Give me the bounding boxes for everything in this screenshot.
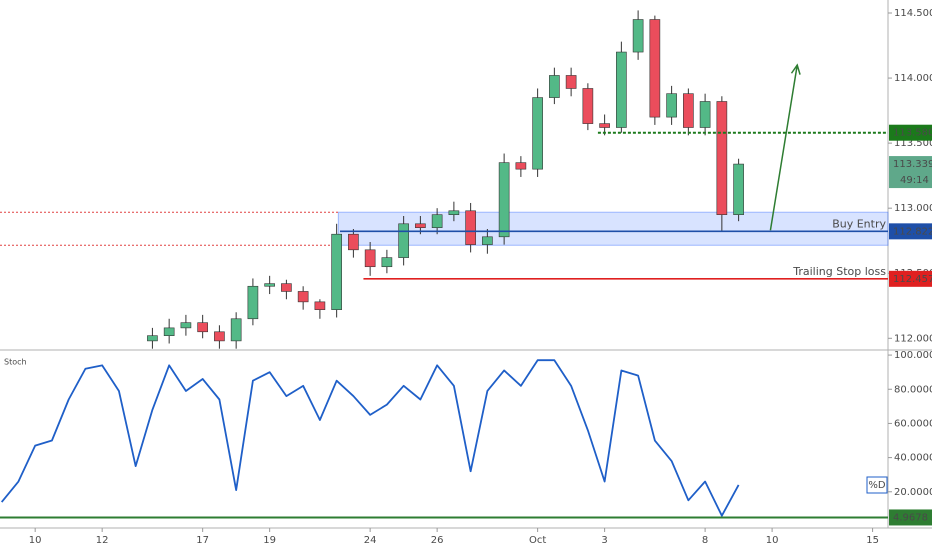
candle-body [348, 233, 359, 251]
candle-body [482, 236, 493, 245]
level-name: Buy Entry [832, 217, 886, 230]
candle-body [632, 19, 644, 53]
last-price: 113.339 [893, 159, 932, 170]
candle-body [699, 101, 711, 128]
x-tick-label: 15 [866, 535, 879, 546]
candle-body [498, 162, 510, 238]
candle-body [180, 322, 192, 329]
candle-body [197, 322, 208, 333]
legend-box [866, 476, 888, 494]
x-tick-label: 10 [29, 535, 42, 546]
candle-body [716, 101, 728, 215]
zone [337, 211, 889, 246]
candle-body [549, 75, 560, 98]
arrow-head [790, 63, 801, 75]
candle-body [230, 318, 242, 342]
arrow [769, 64, 798, 231]
level-label: 112.457 [893, 274, 932, 285]
y-tick-label: 100.0000 [894, 350, 932, 361]
candle-body [582, 88, 594, 124]
candle-body [147, 335, 158, 342]
level-label-box [889, 509, 932, 526]
candle-body [297, 291, 309, 303]
y-tick-label: 40.0000 [894, 453, 932, 464]
level-label: 4.9678 [893, 512, 928, 523]
x-tick-label: Oct [529, 535, 546, 546]
y-tick-label: 113.000 [894, 203, 932, 214]
y-tick-label: 114.500 [894, 8, 932, 19]
candle-body [415, 223, 426, 228]
candle-body [281, 283, 292, 292]
x-tick-label: 8 [702, 535, 708, 546]
y-tick-label: 113.500 [894, 138, 932, 149]
y-tick-label: 60.0000 [894, 418, 932, 429]
candle-body [599, 123, 610, 128]
level-label-box [889, 270, 932, 287]
level-name: Trailing Stop loss [792, 265, 886, 278]
level-label-box [889, 223, 932, 240]
stoch-line [0, 359, 740, 517]
candle-body [431, 214, 443, 228]
y-tick-label: 114.000 [894, 73, 932, 84]
x-tick-label: 26 [431, 535, 444, 546]
candle-body [398, 223, 409, 258]
legend-entry: %D [868, 480, 886, 491]
candle-body [331, 233, 342, 310]
candle-body [314, 301, 326, 310]
candle-body [733, 163, 744, 215]
x-tick-label: 3 [601, 535, 607, 546]
candle-body [381, 257, 393, 268]
countdown: 49:14 [900, 175, 929, 186]
last-price-box [889, 156, 932, 189]
x-tick-label: 10 [766, 535, 779, 546]
candle-body [364, 249, 376, 268]
y-tick-label: 20.0000 [894, 487, 932, 498]
level-label-box [889, 124, 932, 141]
y-tick-label: 80.0000 [894, 384, 932, 395]
candle-body [448, 210, 460, 215]
candle-body [247, 285, 259, 320]
candle-body [532, 97, 543, 170]
candle-body [616, 51, 627, 128]
candle-body [666, 93, 677, 118]
candle-body [465, 210, 476, 245]
candle-body [565, 75, 577, 89]
candle-body [515, 162, 527, 170]
candle-body [683, 93, 694, 128]
candle-body [163, 327, 175, 336]
candle-body [649, 19, 661, 118]
x-tick-label: 12 [96, 535, 109, 546]
x-tick-label: 17 [196, 535, 209, 546]
y-tick-label: 112.000 [894, 333, 932, 344]
candle-body [214, 331, 225, 342]
panel-title: Stoch [4, 358, 27, 367]
level-label: 113.580 [893, 128, 932, 139]
x-tick-label: 19 [263, 535, 276, 546]
candle-body [264, 283, 275, 287]
level-label: 112.822 [893, 226, 932, 237]
x-tick-label: 24 [364, 535, 377, 546]
